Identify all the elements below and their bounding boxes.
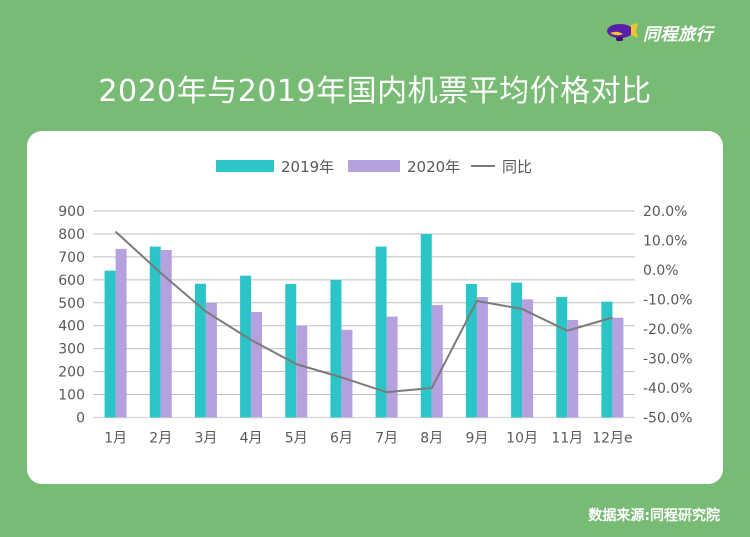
bar-2020: [251, 311, 263, 418]
bar-2019: [149, 246, 161, 418]
bar-2019: [375, 246, 387, 418]
left-axis-tick: 500: [58, 296, 85, 312]
x-axis-tick: 11月: [551, 431, 583, 447]
x-axis-tick: 5月: [285, 431, 308, 447]
left-axis-ticks: 0 100 200 300 400 500 600 700 800 900: [58, 204, 85, 427]
bar-2019: [194, 283, 206, 418]
bar-2020: [431, 305, 443, 418]
left-axis-tick: 900: [58, 204, 85, 220]
bar-2019: [240, 275, 252, 418]
bar-2019: [330, 279, 342, 418]
bar-2019: [511, 282, 523, 418]
bar-2020: [115, 248, 127, 418]
bar-2019: [601, 301, 613, 418]
bar-2020: [386, 316, 398, 418]
blimp-logo-icon: [607, 23, 638, 41]
legend-label-2020: 2020年: [407, 158, 460, 176]
chart: 2019年 2020年 同比 0 100 200 300 400 500 600 700 800 90…: [58, 158, 693, 447]
right-axis-ticks: -50.0% -40.0% -30.0% -20.0% -10.0% 0.0% 10.0% 2…: [643, 204, 693, 427]
bars: [104, 233, 624, 418]
left-axis-tick: 200: [58, 365, 85, 381]
yoy-line-path: [114, 230, 613, 394]
x-axis-tick: 1月: [104, 431, 127, 447]
bar-2020: [341, 329, 353, 418]
brand-name: 同程旅行: [643, 24, 713, 45]
right-axis-tick: 10.0%: [643, 234, 687, 250]
yoy-line: [114, 230, 613, 394]
right-axis-tick: -30.0%: [643, 352, 693, 368]
left-axis-tick: 600: [58, 273, 85, 289]
legend-label-yoy: 同比: [502, 158, 532, 176]
bar-2020: [476, 297, 488, 418]
right-axis-tick: -50.0%: [643, 411, 693, 427]
x-axis-ticks: 1月 2月 3月 4月 5月 6月 7月 8月 9月 10月 11月 12月e: [104, 431, 633, 447]
left-axis-tick: 0: [76, 411, 85, 427]
bar-2019: [104, 270, 116, 418]
x-axis-tick: 3月: [194, 431, 217, 447]
data-source: 数据来源:同程研究院: [588, 508, 720, 524]
chart-card: 2019年 2020年 同比 0 100 200 300 400 500 600 700 800 90…: [27, 131, 723, 484]
x-axis-tick: 9月: [465, 431, 488, 447]
left-axis-tick: 700: [58, 250, 85, 266]
bar-2019: [285, 283, 297, 418]
left-axis-tick: 800: [58, 227, 85, 243]
left-axis-tick: 400: [58, 319, 85, 335]
right-axis-tick: 0.0%: [643, 263, 679, 279]
left-axis-tick: 300: [58, 342, 85, 358]
right-axis-tick: -20.0%: [643, 322, 693, 338]
legend-label-2019: 2019年: [281, 158, 334, 176]
left-axis-tick: 100: [58, 388, 85, 404]
bar-2019: [556, 297, 568, 418]
bar-2020: [567, 319, 579, 418]
x-axis-tick: 4月: [240, 431, 263, 447]
bar-2019: [465, 283, 477, 418]
bar-2020: [612, 317, 624, 418]
gridlines: [93, 210, 635, 419]
bar-2020: [160, 250, 172, 418]
x-axis-tick: 7月: [375, 431, 398, 447]
right-axis-tick: -10.0%: [643, 293, 693, 309]
x-axis-tick: 12月e: [592, 431, 632, 447]
bar-2020: [296, 325, 308, 418]
right-axis-tick: -40.0%: [643, 381, 693, 397]
chart-legend: 2019年 2020年 同比: [216, 158, 532, 176]
x-axis-tick: 8月: [420, 431, 443, 447]
x-axis-tick: 2月: [149, 431, 172, 447]
legend-swatch-2019: [216, 160, 274, 172]
x-axis-tick: 6月: [330, 431, 353, 447]
page-title: 2020年与2019年国内机票平均价格对比: [98, 74, 652, 109]
legend-swatch-2020: [348, 160, 400, 172]
brand-logo: 同程旅行: [605, 19, 713, 45]
bar-2019: [420, 233, 432, 418]
right-axis-tick: 20.0%: [643, 204, 687, 220]
bar-2020: [522, 299, 534, 418]
bar-2020: [205, 302, 217, 418]
x-axis-tick: 10月: [506, 431, 538, 447]
